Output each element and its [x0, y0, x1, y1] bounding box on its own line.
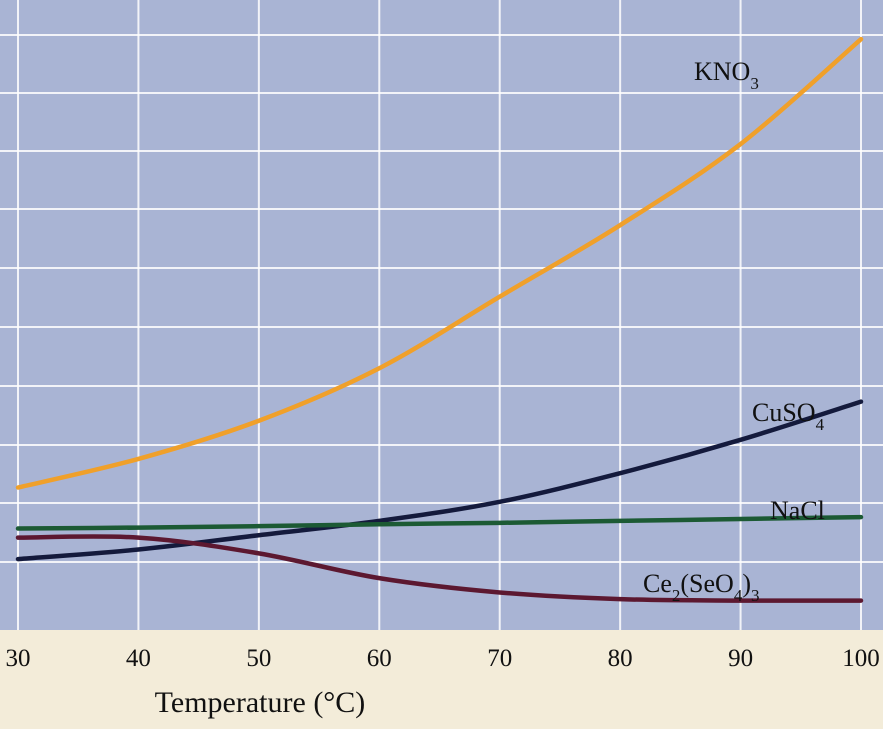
series-line-ce2-seo4-3 [15, 534, 864, 603]
series-label-kno3: KNO3 [694, 57, 759, 93]
series-line-nacl [15, 514, 864, 531]
series-label-cuso4: CuSO4 [752, 398, 825, 434]
x-tick-label-80: 80 [608, 645, 633, 672]
x-tick-label-60: 60 [367, 645, 392, 672]
x-axis-ticks: 30 40 50 60 70 80 90 100 [6, 645, 880, 672]
x-tick-label-40: 40 [126, 645, 151, 672]
x-tick-label-100: 100 [842, 645, 880, 672]
x-tick-label-90: 90 [728, 645, 753, 672]
series-label-ce2-seo4-3: Ce2(SeO4)3 [643, 569, 760, 605]
x-axis-title: Temperature (°C) [155, 686, 366, 719]
x-tick-label-50: 50 [246, 645, 271, 672]
series-line-cuso4 [15, 399, 864, 562]
series-line-kno3 [15, 36, 864, 490]
x-tick-label-30: 30 [6, 645, 31, 672]
series-lines [15, 36, 864, 603]
x-tick-label-70: 70 [487, 645, 512, 672]
series-label-nacl: NaCl [770, 496, 825, 525]
gridlines [0, 0, 883, 630]
